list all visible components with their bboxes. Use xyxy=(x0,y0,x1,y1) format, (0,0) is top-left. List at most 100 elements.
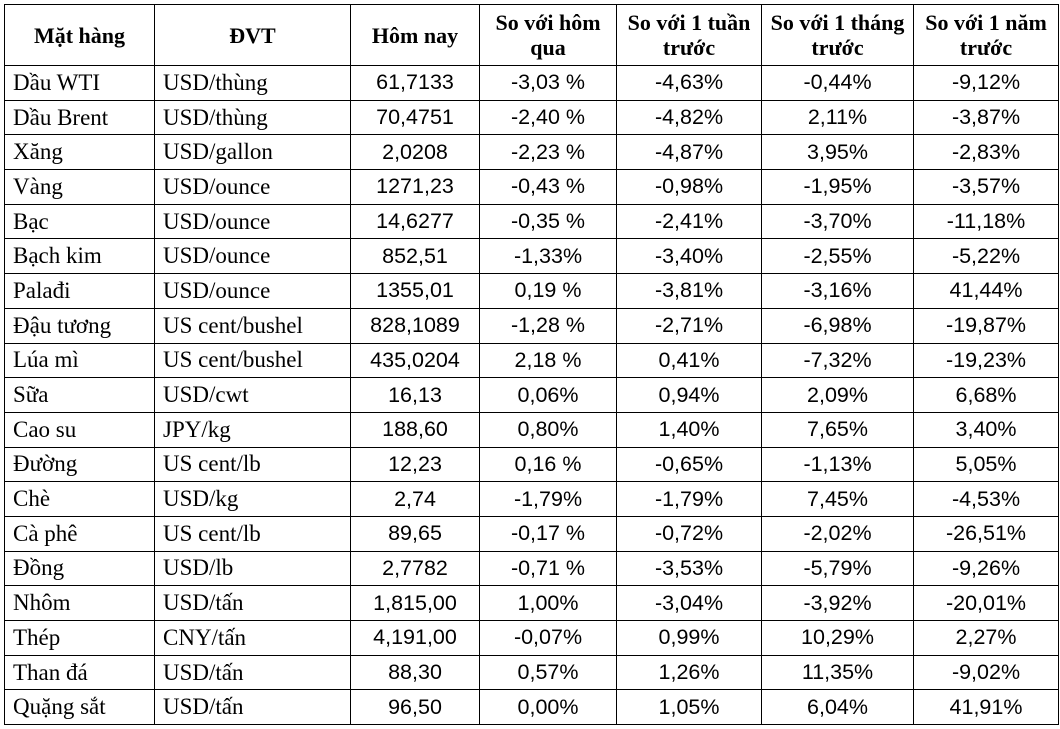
unit-cell: USD/thùng xyxy=(154,99,351,136)
commodity-name-cell: Nhôm xyxy=(4,585,155,621)
change-day-cell: 0,00% xyxy=(479,689,617,726)
change-month-cell: -3,92% xyxy=(761,585,914,621)
change-day-cell: -0,43 % xyxy=(479,169,617,205)
change-week-cell: 0,99% xyxy=(616,620,762,656)
header-vs-month: So với 1 tháng trước xyxy=(761,4,914,66)
change-day-cell: -0,71 % xyxy=(479,550,617,587)
change-day-cell: -0,35 % xyxy=(479,203,617,240)
commodity-name-cell: Chè xyxy=(4,481,155,517)
unit-cell: USD/cwt xyxy=(154,377,351,413)
table-row: Cà phê US cent/lb 89,65 -0,17 % -0,72% -2,02%… xyxy=(4,515,1059,552)
unit-cell: USD/ounce xyxy=(154,203,351,240)
unit-cell: US cent/lb xyxy=(154,446,351,483)
change-week-cell: -3,53% xyxy=(616,550,762,587)
table-row: Bạch kim USD/ounce 852,51 -1,33% -3,40% -2,55… xyxy=(4,238,1059,275)
change-week-cell: -4,87% xyxy=(616,134,762,171)
price-today-cell: 88,30 xyxy=(350,654,480,691)
price-today-cell: 89,65 xyxy=(350,515,480,552)
change-year-cell: -4,53% xyxy=(913,481,1059,517)
change-day-cell: 0,80% xyxy=(479,411,617,448)
table-row: Dầu WTI USD/thùng 61,7133 -3,03 % -4,63% -0,4… xyxy=(4,65,1059,101)
commodity-price-table: Mặt hàng ĐVT Hôm nay So với hôm qua So v… xyxy=(4,4,1059,726)
change-month-cell: -1,95% xyxy=(761,169,914,205)
price-today-cell: 4,191,00 xyxy=(350,620,480,656)
price-today-cell: 12,23 xyxy=(350,446,480,483)
change-year-cell: 2,27% xyxy=(913,620,1059,656)
change-year-cell: -11,18% xyxy=(913,203,1059,240)
change-week-cell: -4,82% xyxy=(616,99,762,136)
price-today-cell: 14,6277 xyxy=(350,203,480,240)
commodity-name-cell: Palađi xyxy=(4,273,155,309)
table-row: Thép CNY/tấn 4,191,00 -0,07% 0,99% 10,29% 2,27… xyxy=(4,620,1059,656)
change-month-cell: -3,70% xyxy=(761,203,914,240)
table-row: Quặng sắt USD/tấn 96,50 0,00% 1,05% 6,04% 41,9… xyxy=(4,689,1059,726)
change-day-cell: -0,07% xyxy=(479,620,617,656)
change-month-cell: 11,35% xyxy=(761,654,914,691)
change-day-cell: 0,16 % xyxy=(479,446,617,483)
table-row: Vàng USD/ounce 1271,23 -0,43 % -0,98% -1,95% -… xyxy=(4,169,1059,205)
price-today-cell: 70,4751 xyxy=(350,99,480,136)
table-row: Nhôm USD/tấn 1,815,00 1,00% -3,04% -3,92% -20,… xyxy=(4,585,1059,621)
unit-cell: US cent/bushel xyxy=(154,307,351,344)
table-row: Bạc USD/ounce 14,6277 -0,35 % -2,41% -3,70% -1… xyxy=(4,203,1059,240)
change-year-cell: -5,22% xyxy=(913,238,1059,275)
change-month-cell: -6,98% xyxy=(761,307,914,344)
header-today: Hôm nay xyxy=(350,4,480,66)
unit-cell: JPY/kg xyxy=(154,411,351,448)
change-week-cell: -0,98% xyxy=(616,169,762,205)
table-row: Cao su JPY/kg 188,60 0,80% 1,40% 7,65% 3,40% xyxy=(4,411,1059,448)
commodity-name-cell: Cà phê xyxy=(4,515,155,552)
price-today-cell: 1271,23 xyxy=(350,169,480,205)
table-row: Dầu Brent USD/thùng 70,4751 -2,40 % -4,82% 2,… xyxy=(4,99,1059,136)
change-year-cell: 5,05% xyxy=(913,446,1059,483)
commodity-name-cell: Than đá xyxy=(4,654,155,691)
change-day-cell: 0,57% xyxy=(479,654,617,691)
change-day-cell: -1,33% xyxy=(479,238,617,275)
change-week-cell: 1,26% xyxy=(616,654,762,691)
commodity-name-cell: Quặng sắt xyxy=(4,689,155,726)
change-week-cell: 1,05% xyxy=(616,689,762,726)
change-year-cell: -20,01% xyxy=(913,585,1059,621)
price-today-cell: 2,74 xyxy=(350,481,480,517)
change-month-cell: 7,65% xyxy=(761,411,914,448)
change-week-cell: 0,94% xyxy=(616,377,762,413)
change-month-cell: -1,13% xyxy=(761,446,914,483)
unit-cell: USD/gallon xyxy=(154,134,351,171)
change-week-cell: -1,79% xyxy=(616,481,762,517)
price-today-cell: 435,0204 xyxy=(350,342,480,379)
change-month-cell: 6,04% xyxy=(761,689,914,726)
price-today-cell: 16,13 xyxy=(350,377,480,413)
commodity-name-cell: Vàng xyxy=(4,169,155,205)
unit-cell: US cent/lb xyxy=(154,515,351,552)
change-year-cell: -9,26% xyxy=(913,550,1059,587)
change-month-cell: -2,02% xyxy=(761,515,914,552)
commodity-name-cell: Đường xyxy=(4,446,155,483)
table-row: Xăng USD/gallon 2,0208 -2,23 % -4,87% 3,95% -2… xyxy=(4,134,1059,171)
change-day-cell: 0,06% xyxy=(479,377,617,413)
commodity-name-cell: Sữa xyxy=(4,377,155,413)
unit-cell: USD/lb xyxy=(154,550,351,587)
commodity-name-cell: Thép xyxy=(4,620,155,656)
change-day-cell: -1,79% xyxy=(479,481,617,517)
change-week-cell: -3,40% xyxy=(616,238,762,275)
change-week-cell: -4,63% xyxy=(616,65,762,101)
change-year-cell: 41,44% xyxy=(913,273,1059,309)
unit-cell: USD/thùng xyxy=(154,65,351,101)
change-week-cell: -0,65% xyxy=(616,446,762,483)
unit-cell: USD/ounce xyxy=(154,238,351,275)
change-year-cell: -3,57% xyxy=(913,169,1059,205)
change-month-cell: -2,55% xyxy=(761,238,914,275)
change-week-cell: -2,41% xyxy=(616,203,762,240)
unit-cell: USD/tấn xyxy=(154,654,351,691)
unit-cell: US cent/bushel xyxy=(154,342,351,379)
commodity-name-cell: Đậu tương xyxy=(4,307,155,344)
header-vs-year: So với 1 năm trước xyxy=(913,4,1059,66)
price-today-cell: 2,0208 xyxy=(350,134,480,171)
table-header-row: Mặt hàng ĐVT Hôm nay So với hôm qua So v… xyxy=(4,4,1059,66)
table-row: Sữa USD/cwt 16,13 0,06% 0,94% 2,09% 6,68% xyxy=(4,377,1059,413)
change-year-cell: -26,51% xyxy=(913,515,1059,552)
header-commodity: Mặt hàng xyxy=(4,4,155,66)
price-today-cell: 2,7782 xyxy=(350,550,480,587)
commodity-name-cell: Bạc xyxy=(4,203,155,240)
table-row: Palađi USD/ounce 1355,01 0,19 % -3,81% -3,16%… xyxy=(4,273,1059,309)
